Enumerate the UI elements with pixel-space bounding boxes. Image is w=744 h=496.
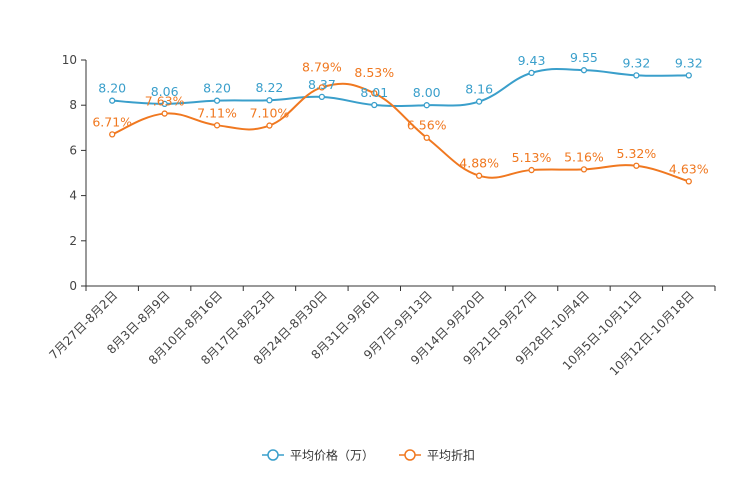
chart-data-labels: 8.20 8.06 8.20 8.22 8.37 8.01 8.00 8.16 9.43 9.55… bbox=[92, 50, 708, 176]
series-1-point[interactable] bbox=[213, 122, 221, 129]
series-1-point[interactable] bbox=[109, 131, 116, 138]
series-1-point[interactable] bbox=[633, 162, 640, 169]
series-1-data-label: 7.11% bbox=[197, 105, 237, 120]
legend-item-1[interactable]: 平均折扣 bbox=[399, 448, 475, 463]
series-1-data-label: 5.13% bbox=[512, 150, 552, 165]
series-0-point[interactable] bbox=[109, 97, 116, 104]
series-0-data-label: 9.32 bbox=[675, 55, 703, 70]
series-0-point[interactable] bbox=[475, 98, 483, 105]
series-0-data-label: 9.43 bbox=[518, 53, 546, 68]
legend-label: 平均价格（万） bbox=[290, 448, 374, 463]
series-0-point[interactable] bbox=[371, 101, 378, 109]
series-0-data-label: 9.55 bbox=[570, 50, 598, 65]
y-tick-label: 4 bbox=[69, 189, 77, 203]
series-1-data-label: 7.63% bbox=[145, 94, 185, 109]
series-0-data-label: 8.37 bbox=[308, 77, 336, 92]
series-0-point[interactable] bbox=[318, 93, 326, 100]
y-tick-label: 10 bbox=[62, 53, 77, 67]
y-tick-label: 6 bbox=[69, 143, 77, 157]
series-1-point[interactable] bbox=[423, 134, 430, 141]
series-1-point[interactable] bbox=[580, 166, 588, 173]
series-1-data-label: 8.53% bbox=[354, 65, 394, 80]
legend-item-0[interactable]: 平均价格（万） bbox=[262, 448, 374, 463]
series-1-point[interactable] bbox=[528, 166, 535, 174]
series-0-point[interactable] bbox=[161, 100, 168, 107]
series-line-0 bbox=[112, 67, 689, 107]
series-0-point[interactable] bbox=[528, 69, 535, 77]
series-1-point[interactable] bbox=[266, 122, 273, 129]
legend-marker bbox=[404, 449, 416, 461]
y-tick-label: 8 bbox=[69, 98, 77, 112]
series-1-data-label: 5.32% bbox=[617, 146, 657, 161]
series-1-point[interactable] bbox=[371, 90, 378, 97]
series-1-data-label: 6.56% bbox=[407, 118, 447, 133]
series-0-data-label: 8.16 bbox=[465, 82, 493, 97]
series-0-data-label: 8.06 bbox=[151, 84, 179, 99]
legend-label: 平均折扣 bbox=[427, 448, 475, 463]
series-1-point[interactable] bbox=[475, 172, 483, 179]
series-0-data-label: 8.01 bbox=[360, 85, 388, 100]
chart-legend[interactable]: 平均价格（万） 平均折扣 bbox=[262, 448, 475, 463]
series-0-data-label: 8.20 bbox=[203, 81, 231, 96]
series-0-point[interactable] bbox=[633, 72, 640, 79]
series-0-point[interactable] bbox=[213, 97, 221, 104]
series-1-point[interactable] bbox=[685, 178, 692, 185]
series-0-data-label: 8.20 bbox=[98, 81, 126, 96]
series-0-point[interactable] bbox=[580, 67, 588, 74]
series-1-data-label: 5.16% bbox=[564, 149, 604, 164]
series-1-data-label: 4.88% bbox=[459, 156, 499, 171]
series-0-data-label: 9.32 bbox=[622, 55, 650, 70]
series-0-point[interactable] bbox=[423, 102, 430, 109]
series-0-point[interactable] bbox=[266, 97, 273, 104]
y-tick-label: 0 bbox=[69, 279, 77, 293]
series-1-point[interactable] bbox=[161, 110, 168, 117]
series-1-data-label: 4.63% bbox=[669, 161, 709, 176]
series-1-point[interactable] bbox=[318, 84, 326, 91]
legend-marker bbox=[267, 449, 279, 461]
series-0-data-label: 8.22 bbox=[256, 80, 284, 95]
y-tick-label: 2 bbox=[69, 234, 77, 248]
series-1-data-label: 6.71% bbox=[92, 114, 132, 129]
series-1-data-label: 7.10% bbox=[250, 106, 290, 121]
series-line-1 bbox=[111, 82, 690, 183]
series-1-data-label: 8.79% bbox=[302, 59, 342, 74]
series-0-data-label: 8.00 bbox=[413, 85, 441, 100]
chart-series bbox=[109, 67, 692, 185]
series-0-point[interactable] bbox=[685, 72, 692, 79]
